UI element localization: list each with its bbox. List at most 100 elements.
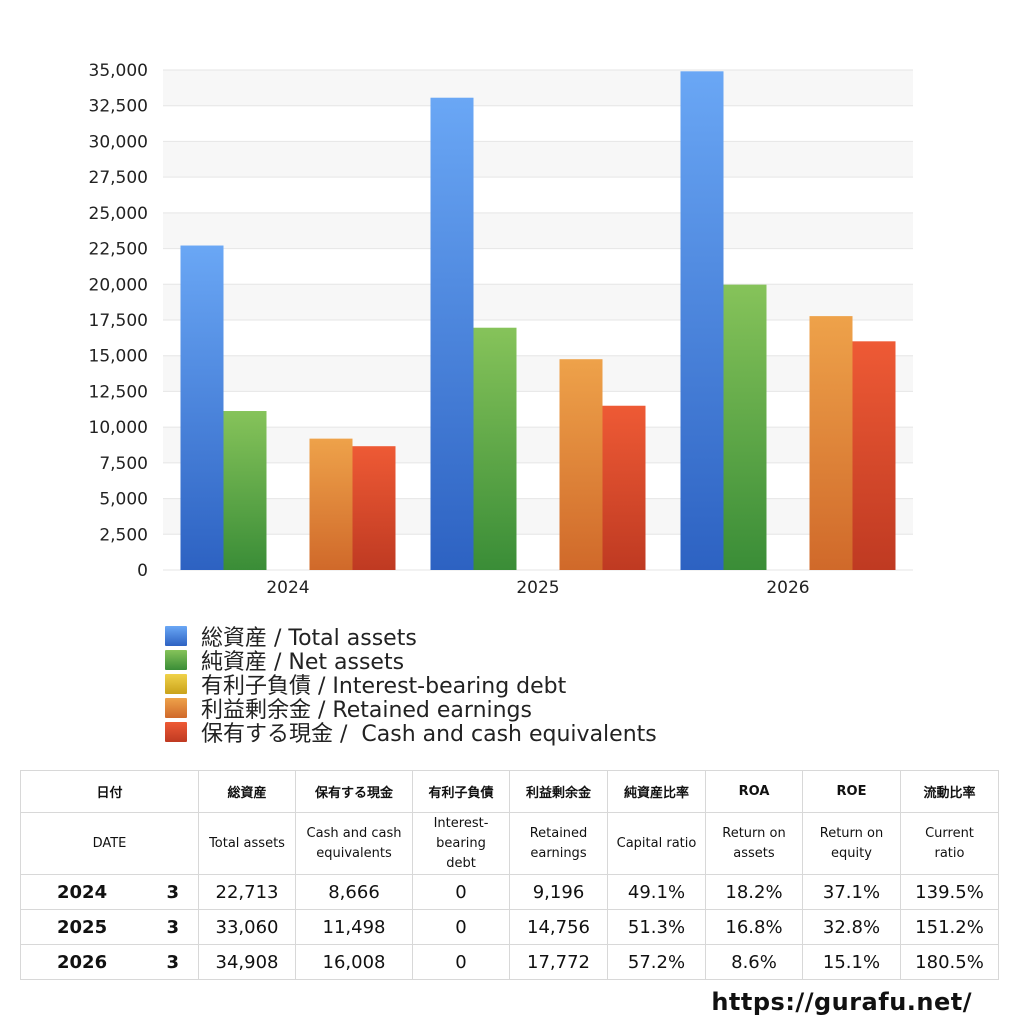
bar-2024-series-3 (309, 438, 353, 570)
year-cell: 2026 (20, 944, 148, 980)
header-cell: 日付 (20, 770, 199, 813)
legend-item: 総資産 / Total assets (165, 624, 657, 651)
header-cell: Cash and cash equivalents (295, 812, 413, 875)
header-row-jp: 日付 総資産 保有する現金 有利子負債 利益剰余金 純資産比率 ROA ROE 流動比率 (20, 770, 999, 813)
value-cell: 16,008 (295, 944, 413, 980)
bar-2026-series-4 (852, 341, 896, 570)
x-tick-label: 2024 (266, 578, 309, 598)
y-tick-label: 17,500 (89, 311, 148, 331)
grid-band (163, 212, 913, 249)
y-tick-label: 10,000 (89, 418, 148, 438)
bar-2026-series-0 (680, 71, 724, 571)
y-tick-label: 32,500 (89, 97, 148, 117)
value-cell: 139.5% (900, 874, 999, 910)
month-cell: 3 (147, 874, 199, 910)
header-cell: 利益剰余金 (509, 770, 608, 813)
legend-label: 有利子負債 / Interest-bearing debt (201, 674, 567, 699)
header-row-en: DATE Total assets Cash and cash equivalents… (20, 812, 999, 875)
y-tick-label: 0 (137, 561, 148, 581)
header-cell: Retained earnings (509, 812, 608, 875)
bar-2024-series-1 (223, 411, 267, 570)
header-cell: Return on assets (705, 812, 803, 875)
value-cell: 15.1% (802, 944, 901, 980)
value-cell: 8,666 (295, 874, 413, 910)
month-cell: 3 (147, 944, 199, 980)
legend-swatch (165, 722, 187, 742)
chart-legend: 総資産 / Total assets 純資産 / Net assets 有利子負債 … (165, 624, 657, 747)
bar-2026-series-1 (723, 284, 767, 570)
value-cell: 17,772 (509, 944, 608, 980)
year-cell: 2025 (20, 909, 148, 945)
header-cell: 有利子負債 (412, 770, 510, 813)
value-cell: 151.2% (900, 909, 999, 945)
value-cell: 57.2% (607, 944, 706, 980)
y-tick-label: 22,500 (89, 240, 148, 260)
bar-2026-series-3 (809, 316, 853, 570)
legend-item: 純資産 / Net assets (165, 648, 657, 675)
table-row: 2026 3 34,908 16,008 0 17,772 57.2% 8.6% 15.1% 18… (20, 944, 999, 980)
header-cell: Interest-bearing debt (412, 812, 510, 875)
value-cell: 16.8% (705, 909, 803, 945)
value-cell: 9,196 (509, 874, 608, 910)
table-row: 2024 3 22,713 8,666 0 9,196 49.1% 18.2% 37.1% 139… (20, 874, 999, 910)
legend-swatch (165, 626, 187, 646)
value-cell: 51.3% (607, 909, 706, 945)
value-cell: 0 (412, 874, 510, 910)
value-cell: 32.8% (802, 909, 901, 945)
value-cell: 180.5% (900, 944, 999, 980)
value-cell: 11,498 (295, 909, 413, 945)
value-cell: 14,756 (509, 909, 608, 945)
value-cell: 22,713 (198, 874, 296, 910)
y-tick-label: 35,000 (89, 61, 148, 81)
bar-2025-series-3 (559, 359, 603, 570)
y-tick-label: 2,500 (99, 525, 148, 545)
value-cell: 0 (412, 909, 510, 945)
bar-2025-series-4 (602, 405, 646, 570)
header-cell: Total assets (198, 812, 296, 875)
legend-item: 利益剰余金 / Retained earnings (165, 696, 657, 723)
y-tick-label: 12,500 (89, 382, 148, 402)
grid-band (163, 141, 913, 178)
legend-label: 純資産 / Net assets (201, 650, 405, 675)
month-cell: 3 (147, 909, 199, 945)
header-cell: Capital ratio (607, 812, 706, 875)
y-tick-label: 25,000 (89, 204, 148, 224)
header-cell: ROA (705, 770, 803, 813)
x-tick-label: 2025 (516, 578, 559, 598)
grid-band (163, 498, 913, 535)
legend-item: 保有する現金 / Cash and cash equivalents (165, 720, 657, 747)
legend-swatch (165, 674, 187, 694)
bar-chart: 0 2,500 5,000 7,500 10,000 12,500 15,000 17,500… (89, 61, 913, 598)
legend-label: 利益剰余金 / Retained earnings (201, 698, 532, 723)
value-cell: 37.1% (802, 874, 901, 910)
header-cell: 純資産比率 (607, 770, 706, 813)
chart-area: 0 2,500 5,000 7,500 10,000 12,500 15,000 17,500… (89, 61, 913, 598)
bar-2024-series-0 (180, 245, 224, 570)
legend-label: 保有する現金 / Cash and cash equivalents (201, 722, 657, 747)
grid-band (163, 70, 913, 106)
x-tick-label: 2026 (766, 578, 809, 598)
y-tick-label: 7,500 (99, 454, 148, 474)
header-cell: 流動比率 (900, 770, 999, 813)
y-tick-label: 27,500 (89, 168, 148, 188)
y-tick-label: 5,000 (99, 490, 148, 510)
financial-table: 日付 総資産 保有する現金 有利子負債 利益剰余金 純資産比率 ROA ROE 流動比率 DATE… (20, 770, 999, 980)
grid-band (163, 284, 913, 320)
grid-band (163, 355, 913, 392)
value-cell: 0 (412, 944, 510, 980)
header-cell: Return on equity (802, 812, 901, 875)
y-tick-label: 30,000 (89, 132, 148, 152)
value-cell: 49.1% (607, 874, 706, 910)
header-cell: Current ratio (900, 812, 999, 875)
value-cell: 18.2% (705, 874, 803, 910)
legend-swatch (165, 698, 187, 718)
bar-2025-series-1 (473, 327, 517, 570)
site-url: https://gurafu.net/ (711, 988, 972, 1016)
header-cell: 保有する現金 (295, 770, 413, 813)
header-cell: DATE (20, 812, 199, 875)
y-tick-label: 20,000 (89, 275, 148, 295)
header-cell: 総資産 (198, 770, 296, 813)
legend-label: 総資産 / Total assets (201, 626, 417, 651)
table-row: 2025 3 33,060 11,498 0 14,756 51.3% 16.8% 32.8% 1… (20, 909, 999, 945)
y-tick-label: 15,000 (89, 347, 148, 367)
